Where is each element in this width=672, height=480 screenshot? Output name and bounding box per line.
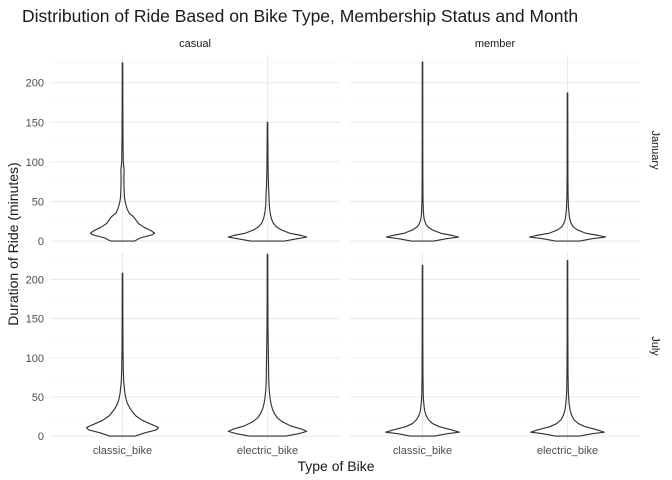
- panel-member-january: [350, 55, 640, 245]
- y-tick-label: 50: [32, 392, 44, 404]
- y-tick-label: 0: [38, 236, 44, 248]
- facet-strip-member: member: [475, 38, 516, 50]
- facet-strip-january: January: [649, 130, 661, 170]
- facet-strip-casual: casual: [179, 38, 211, 50]
- x-axis-title: Type of Bike: [297, 458, 374, 474]
- chart-title: Distribution of Ride Based on Bike Type,…: [22, 6, 578, 26]
- y-tick-label: 0: [38, 431, 44, 443]
- x-tick-label-classic_bike: classic_bike: [393, 445, 452, 457]
- y-tick-label: 200: [26, 78, 44, 90]
- y-tick-label: 100: [26, 157, 44, 169]
- y-tick-label: 100: [26, 353, 44, 365]
- y-axis-title: Duration of Ride (minutes): [5, 162, 21, 325]
- x-tick-label-electric_bike: electric_bike: [537, 445, 598, 457]
- panel-member-july: classic_bike electric_bike: [350, 252, 640, 457]
- y-tick-label: 200: [26, 274, 44, 286]
- x-tick-label-electric_bike: electric_bike: [237, 445, 298, 457]
- y-tick-label: 50: [32, 196, 44, 208]
- panel-casual-july: 0 50 100 150 200 classic_bike electric_bike: [26, 252, 340, 457]
- panel-casual-january: 0 50 100 150 200: [26, 55, 340, 248]
- x-tick-label-classic_bike: classic_bike: [93, 445, 152, 457]
- y-tick-label: 150: [26, 117, 44, 129]
- facet-strip-july: July: [649, 336, 661, 356]
- y-tick-label: 150: [26, 314, 44, 326]
